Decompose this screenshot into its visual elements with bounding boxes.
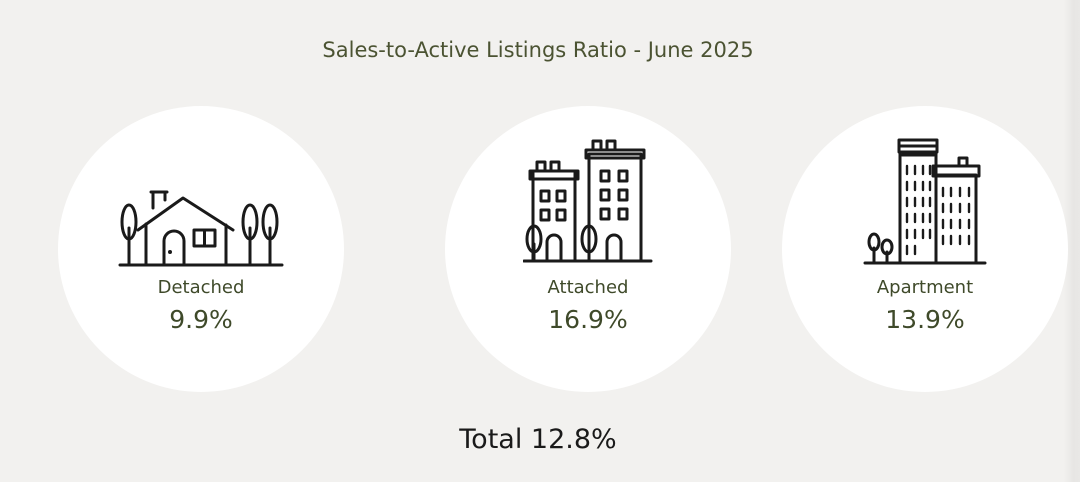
attached-label: Attached [547, 277, 629, 298]
total-ratio: Total 12.8% [459, 424, 617, 455]
detached-card: Detached 9.9% [58, 106, 344, 392]
apartment-value: 13.9% [885, 305, 965, 334]
apartment-label: Apartment [876, 277, 974, 298]
attached-card: Attached 16.9% [445, 106, 731, 392]
apartment-building-icon [863, 138, 987, 266]
page-title: Sales-to-Active Listings Ratio - June 20… [322, 38, 754, 62]
townhouse-icon [523, 138, 653, 264]
house-icon [116, 184, 286, 268]
detached-value: 9.9% [169, 305, 233, 334]
scrollbar-edge [1064, 0, 1080, 482]
detached-label: Detached [157, 277, 245, 298]
apartment-card: Apartment 13.9% [782, 106, 1068, 392]
attached-value: 16.9% [548, 305, 628, 334]
